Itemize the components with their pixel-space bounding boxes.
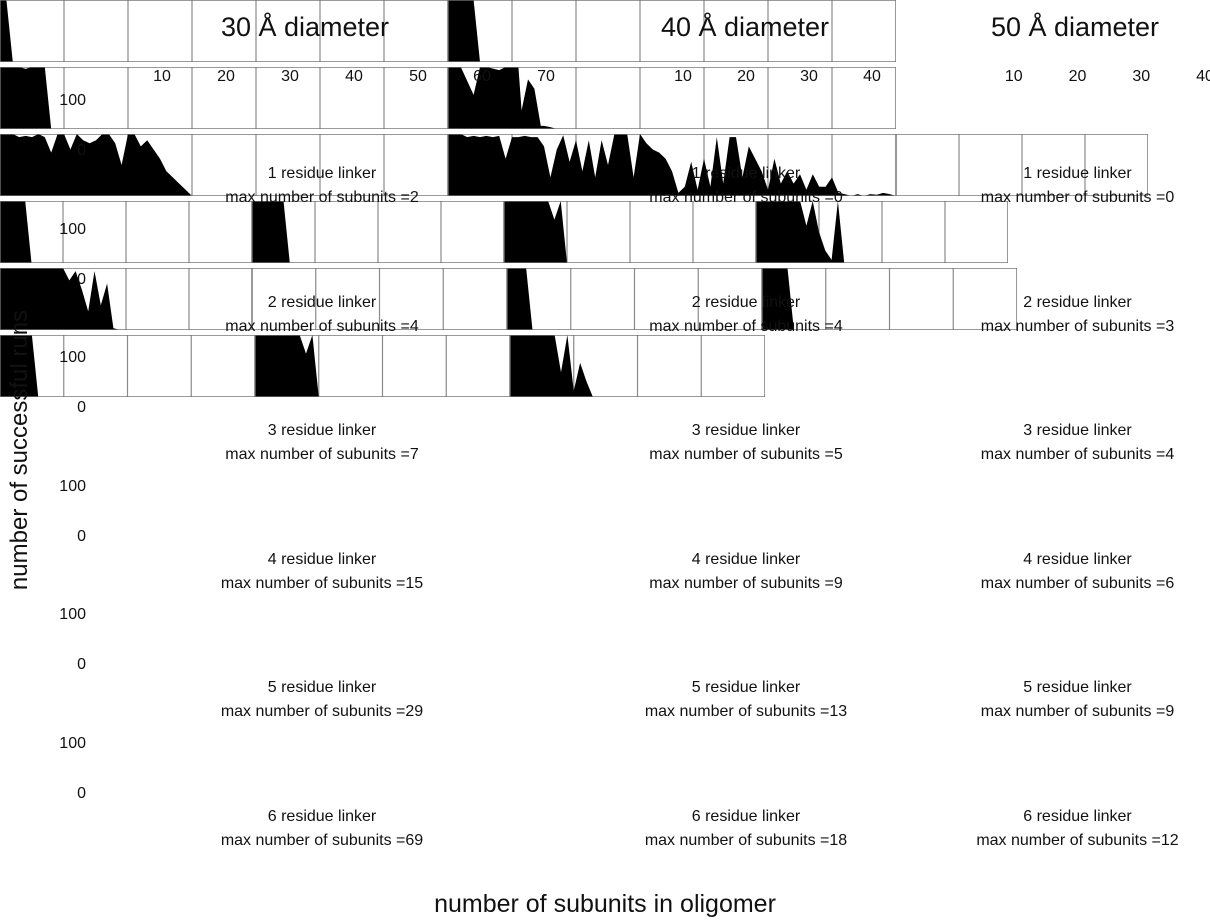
panel-linker-label: 6 residue linker — [691, 807, 801, 825]
y-tick-label: 100 — [59, 92, 86, 109]
area-series — [448, 134, 896, 196]
panel-linker-label: 2 residue linker — [1023, 293, 1132, 311]
x-tick-label: 30 — [1132, 68, 1151, 85]
x-tick-label: 10 — [1004, 68, 1023, 85]
x-tick-label: 20 — [1068, 68, 1087, 85]
panel-max-subunits-label: max number of subunits =7 — [225, 446, 419, 463]
panel-max-subunits-label: max number of subunits =3 — [980, 317, 1175, 335]
x-tick-label: 40 — [1196, 68, 1210, 85]
panel-linker-label: 2 residue linker — [691, 293, 801, 311]
panel-plot — [447, 66, 897, 130]
area-series — [507, 268, 533, 330]
panel-linker-label: 1 residue linker — [267, 165, 377, 182]
area-series — [0, 67, 52, 129]
panel-plot — [254, 334, 511, 398]
x-tick-label: 20 — [737, 68, 755, 85]
panel-plot — [506, 267, 763, 331]
column-title: 40 Å diameter — [660, 12, 830, 42]
panel-max-subunits-label: max number of subunits =12 — [976, 831, 1179, 849]
column-title: 30 Å diameter — [220, 12, 390, 42]
x-axis-title: number of subunits in oligomer — [434, 890, 776, 918]
panel-max-subunits-label: max number of subunits =13 — [644, 703, 848, 720]
x-tick-label: 10 — [674, 68, 692, 85]
panel-max-subunits-label: max number of subunits =9 — [649, 574, 843, 592]
panel-max-subunits-label: max number of subunits =6 — [980, 574, 1175, 592]
panel-linker-label: 1 residue linker — [691, 165, 801, 182]
x-tick-label: 60 — [473, 68, 491, 85]
x-tick-label: 30 — [281, 68, 299, 85]
y-tick-label: 100 — [59, 606, 86, 623]
panel-linker-label: 5 residue linker — [691, 679, 801, 696]
x-tick-label: 20 — [217, 68, 235, 85]
panel-max-subunits-label: max number of subunits =18 — [644, 831, 848, 849]
panel-plot — [755, 200, 1009, 264]
area-series — [0, 201, 32, 263]
y-tick-label: 0 — [77, 784, 86, 802]
panel-max-subunits-label: max number of subunits =0 — [980, 189, 1175, 206]
panel-max-subunits-label: max number of subunits =0 — [649, 189, 843, 206]
area-series — [0, 268, 120, 330]
area-series — [252, 201, 290, 263]
panel-plot — [0, 200, 253, 264]
panel-linker-label: 4 residue linker — [1023, 550, 1132, 568]
panel-max-subunits-label: max number of subunits =4 — [225, 317, 419, 335]
panel-linker-label: 3 residue linker — [267, 422, 377, 439]
panel-linker-label: 6 residue linker — [267, 807, 377, 825]
y-tick-label: 0 — [77, 270, 86, 288]
y-tick-label: 100 — [59, 349, 86, 366]
panel-linker-label: 3 residue linker — [1023, 422, 1132, 439]
panel-linker-label: 2 residue linker — [267, 293, 377, 311]
panel-plot — [251, 200, 505, 264]
area-series — [510, 335, 593, 397]
x-tick-label: 40 — [345, 68, 363, 85]
area-series — [0, 335, 39, 397]
panel-linker-label: 5 residue linker — [267, 679, 377, 696]
area-series — [255, 335, 319, 397]
area-series — [0, 134, 192, 196]
y-tick-label: 0 — [77, 527, 86, 545]
panel-max-subunits-label: max number of subunits =9 — [980, 703, 1175, 720]
panel-max-subunits-label: max number of subunits =4 — [980, 446, 1175, 463]
panel-max-subunits-label: max number of subunits =2 — [225, 189, 419, 206]
x-tick-label: 10 — [153, 68, 171, 85]
x-tick-label: 40 — [863, 68, 881, 85]
y-tick-label: 100 — [59, 734, 86, 752]
area-series — [448, 0, 480, 62]
panel-plot — [503, 200, 757, 264]
area-series — [762, 268, 794, 330]
panel-linker-label: 4 residue linker — [267, 550, 377, 568]
area-series — [448, 67, 557, 129]
column-title: 50 Å diameter — [990, 12, 1160, 42]
x-tick-label: 70 — [537, 68, 555, 85]
y-tick-label: 0 — [77, 142, 86, 159]
panel-max-subunits-label: max number of subunits =29 — [220, 703, 424, 720]
x-tick-label: 30 — [800, 68, 818, 85]
area-series — [756, 201, 845, 263]
x-tick-label: 50 — [409, 68, 427, 85]
panel-max-subunits-label: max number of subunits =69 — [220, 831, 424, 849]
y-tick-label: 100 — [59, 477, 86, 495]
y-tick-label: 0 — [77, 399, 86, 416]
area-series — [0, 0, 13, 62]
panel-linker-label: 1 residue linker — [1023, 165, 1132, 182]
panel-plot — [509, 334, 766, 398]
y-axis-title: number of successful runs — [6, 309, 33, 591]
panel-max-subunits-label: max number of subunits =15 — [220, 574, 424, 592]
panel-max-subunits-label: max number of subunits =5 — [649, 446, 843, 463]
panel-plot — [0, 334, 256, 398]
area-series — [504, 201, 567, 263]
panel-linker-label: 6 residue linker — [1023, 807, 1132, 825]
panel-max-subunits-label: max number of subunits =4 — [649, 317, 843, 335]
panel-linker-label: 3 residue linker — [691, 422, 801, 439]
y-tick-label: 0 — [77, 656, 86, 673]
figure: 30 Å diameter 10 20 30 40 50 60 70 100 0 1 residue… — [0, 0, 1210, 849]
y-tick-label: 100 — [59, 220, 86, 238]
panel-linker-label: 4 residue linker — [691, 550, 801, 568]
panel-linker-label: 5 residue linker — [1023, 679, 1132, 696]
